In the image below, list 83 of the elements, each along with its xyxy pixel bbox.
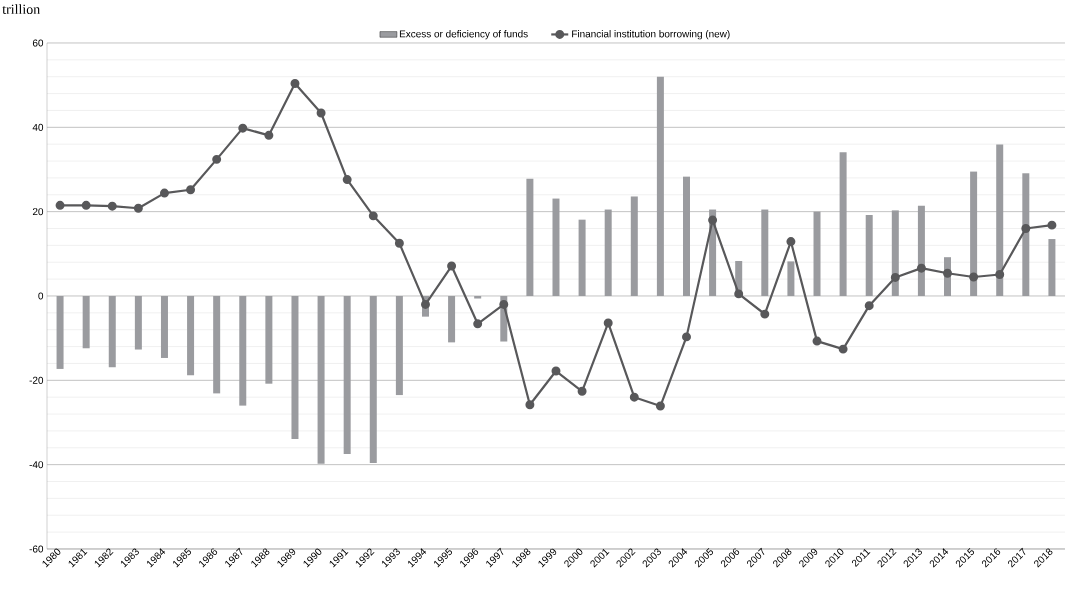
bar xyxy=(761,209,769,296)
bar xyxy=(839,152,847,296)
point xyxy=(864,301,874,311)
bar xyxy=(787,261,795,296)
point xyxy=(682,332,691,342)
point xyxy=(55,200,65,210)
y-tick-label: -40 xyxy=(29,461,44,469)
point xyxy=(708,215,718,225)
y-tick-label: 20 xyxy=(32,208,44,216)
bar xyxy=(917,205,925,296)
point xyxy=(603,318,613,328)
bar xyxy=(56,295,64,369)
y-tick-label: -60 xyxy=(29,545,44,553)
point xyxy=(81,200,91,210)
bar xyxy=(160,295,168,358)
bar xyxy=(891,210,899,296)
point xyxy=(995,269,1005,279)
point xyxy=(186,185,196,195)
bar xyxy=(970,171,978,296)
point xyxy=(551,366,561,376)
point xyxy=(1021,224,1031,233)
bar xyxy=(134,295,142,350)
point xyxy=(212,154,222,164)
bar xyxy=(865,215,873,296)
point xyxy=(577,386,587,396)
point xyxy=(238,123,248,133)
bar xyxy=(683,176,690,296)
point xyxy=(342,175,352,185)
bar xyxy=(369,295,377,463)
point xyxy=(1047,220,1057,230)
point xyxy=(107,201,117,211)
bar xyxy=(656,76,664,296)
bar xyxy=(630,196,638,296)
point xyxy=(264,130,274,140)
bar xyxy=(108,295,116,368)
point xyxy=(629,392,639,402)
bar xyxy=(813,211,821,296)
bar xyxy=(578,219,586,296)
point xyxy=(655,401,665,411)
bar xyxy=(996,144,1004,296)
point xyxy=(394,238,404,248)
bar xyxy=(552,198,560,296)
point xyxy=(133,203,143,213)
bar xyxy=(448,295,456,343)
y-tick-label: 60 xyxy=(32,39,44,47)
bar xyxy=(291,295,299,439)
point xyxy=(316,108,326,118)
bar xyxy=(265,295,273,384)
point xyxy=(159,188,169,198)
point xyxy=(368,211,378,221)
point xyxy=(499,299,509,309)
point xyxy=(473,319,483,329)
legend-label: Excess or deficiency of funds xyxy=(399,30,528,40)
bar xyxy=(474,295,482,299)
y-tick-label: -20 xyxy=(29,376,44,384)
y-tick-label: 40 xyxy=(32,123,44,131)
point xyxy=(421,299,430,309)
bar xyxy=(395,295,403,396)
bar xyxy=(343,295,351,455)
bar xyxy=(604,209,612,296)
point xyxy=(943,268,952,278)
point xyxy=(734,289,744,299)
bar xyxy=(239,295,247,406)
legend-label: Financial institution borrowing (new) xyxy=(572,30,730,40)
bar xyxy=(1022,173,1030,296)
point xyxy=(525,400,535,410)
point xyxy=(838,344,848,354)
point xyxy=(969,272,979,282)
point xyxy=(890,272,900,282)
bar xyxy=(526,178,534,296)
point xyxy=(786,237,796,247)
y-axis-title: trillion xyxy=(2,4,40,15)
point xyxy=(760,309,770,319)
bar xyxy=(213,295,221,394)
point xyxy=(916,263,926,273)
y-tick-label: 0 xyxy=(38,292,44,300)
bar xyxy=(187,295,195,376)
point xyxy=(812,336,822,346)
bar xyxy=(82,295,90,349)
bar xyxy=(1048,239,1056,296)
bar xyxy=(317,295,325,464)
point xyxy=(290,78,300,88)
point xyxy=(447,261,457,271)
